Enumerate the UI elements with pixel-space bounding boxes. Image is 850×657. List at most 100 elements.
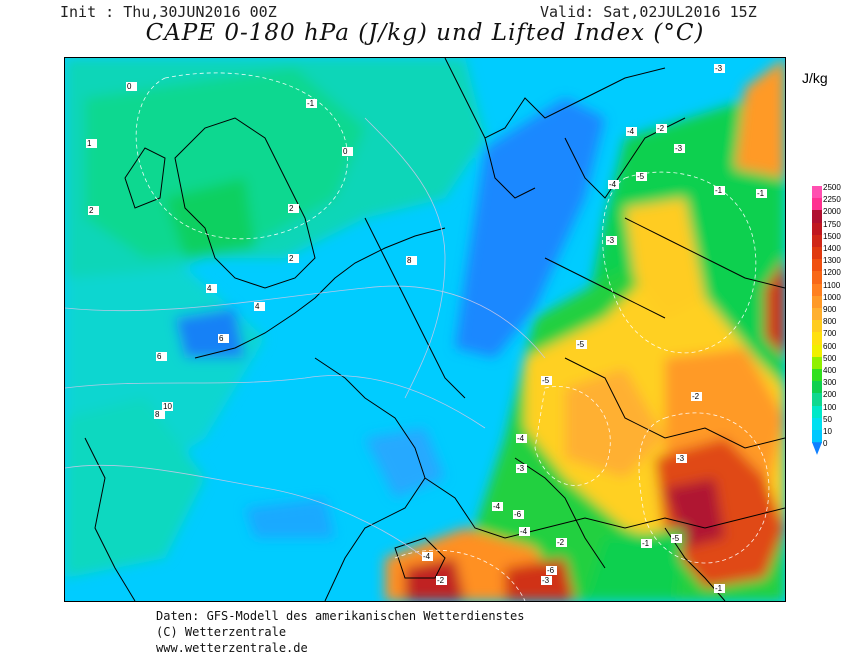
li-label-box xyxy=(608,180,619,189)
li-label: 2 xyxy=(289,204,294,213)
legend-unit: J/kg xyxy=(802,70,828,86)
colorbar-label: 10 xyxy=(823,427,832,436)
li-label-box xyxy=(406,256,417,265)
colorbar-segment xyxy=(812,308,822,321)
li-label: -5 xyxy=(672,534,680,543)
li-label: -6 xyxy=(514,510,522,519)
colorbar-label: 50 xyxy=(823,414,832,424)
colorbar-label: 0 xyxy=(823,439,828,449)
li-label: -1 xyxy=(715,584,723,593)
li-label: -2 xyxy=(692,392,700,401)
li-label-box xyxy=(86,139,97,148)
colorbar-label: 2000 xyxy=(823,207,841,217)
colorbar-label: 700 xyxy=(823,329,837,339)
li-label: -2 xyxy=(657,124,665,133)
lifted-index-positive-contours xyxy=(65,117,546,559)
li-label-box xyxy=(546,566,557,575)
li-label-box xyxy=(156,352,167,361)
li-label: -4 xyxy=(520,527,528,536)
li-label-box xyxy=(342,147,353,156)
li-label: -6 xyxy=(547,566,555,575)
data-source-line: Daten: GFS-Modell des amerikanischen Wet… xyxy=(156,609,525,623)
copyright-line: (C) Wetterzentrale xyxy=(156,625,287,639)
colorbar-label: 400 xyxy=(823,366,837,375)
li-label: -4 xyxy=(423,552,431,561)
li-label-box xyxy=(656,124,667,133)
li-label-box xyxy=(422,552,433,561)
li-label-box xyxy=(541,576,552,585)
li-label-box xyxy=(541,376,552,385)
li-label-box xyxy=(254,302,265,311)
li-label: -5 xyxy=(577,340,585,349)
colorbar-label: 1000 xyxy=(823,292,841,302)
li-label-box xyxy=(691,392,702,401)
li-label-box xyxy=(626,127,637,136)
li-label-box xyxy=(162,402,173,411)
li-label-box xyxy=(714,584,725,593)
li-label: -2 xyxy=(557,538,565,547)
li-label: 6 xyxy=(219,334,224,343)
colorbar-label: 1750 xyxy=(823,219,841,229)
li-label-box xyxy=(674,144,685,153)
colorbar-segment xyxy=(812,295,822,309)
colorbar xyxy=(812,186,822,472)
li-label: -4 xyxy=(493,502,501,511)
li-label: -4 xyxy=(627,127,635,136)
li-label-box xyxy=(714,186,725,195)
colorbar-segment xyxy=(812,393,822,407)
colorbar-segment xyxy=(812,405,822,419)
colorbar-label: 100 xyxy=(823,402,837,412)
colorbar-label: 1400 xyxy=(823,244,841,253)
colorbar-segment xyxy=(812,222,822,236)
li-label-box xyxy=(218,334,229,343)
li-label: -1 xyxy=(307,99,315,108)
li-label: -2 xyxy=(437,576,445,585)
li-label-box xyxy=(288,204,299,213)
li-label: 2 xyxy=(289,254,294,263)
li-label-box xyxy=(641,539,652,548)
li-label: 6 xyxy=(157,352,162,361)
li-label-box xyxy=(513,510,524,519)
colorbar-label: 200 xyxy=(823,390,837,400)
li-label: -3 xyxy=(517,464,525,473)
li-label-box xyxy=(671,534,682,543)
colorbar-label: 1200 xyxy=(823,268,841,278)
colorbar-segment xyxy=(812,356,822,370)
li-label-box xyxy=(88,206,99,215)
colorbar-label: 2500 xyxy=(823,183,841,192)
li-label: -1 xyxy=(715,186,723,195)
li-label-box xyxy=(714,64,725,73)
li-label: 0 xyxy=(127,82,132,91)
li-label: -4 xyxy=(609,180,617,189)
colorbar-segment xyxy=(812,234,822,248)
li-label-box xyxy=(206,284,217,293)
lifted-index-contours xyxy=(135,72,770,601)
colorbar-segment xyxy=(812,283,822,297)
li-label: -3 xyxy=(675,144,683,153)
colorbar-label: 1300 xyxy=(823,256,841,266)
colorbar-segment xyxy=(812,320,822,333)
li-label: 8 xyxy=(155,410,160,419)
li-label-box xyxy=(756,189,767,198)
li-label: -3 xyxy=(607,236,615,245)
colorbar-label: 1500 xyxy=(823,231,841,241)
li-label-box xyxy=(636,172,647,181)
colorbar-segment xyxy=(812,332,822,346)
li-label-box xyxy=(576,340,587,349)
li-label: 8 xyxy=(407,256,412,265)
colorbar-segment xyxy=(812,417,822,431)
blue-band-central xyxy=(455,98,605,358)
colorbar-segment xyxy=(812,430,822,443)
colorbar-label: 900 xyxy=(823,305,837,314)
li-label: -3 xyxy=(542,576,550,585)
li-label-box xyxy=(516,434,527,443)
li-label: -5 xyxy=(542,376,550,385)
li-label-box xyxy=(306,99,317,108)
li-label: 0 xyxy=(343,147,348,156)
li-label: 1 xyxy=(87,139,92,148)
li-label-box xyxy=(288,254,299,263)
colorbar-segment xyxy=(812,210,822,224)
li-label: 10 xyxy=(163,402,172,411)
